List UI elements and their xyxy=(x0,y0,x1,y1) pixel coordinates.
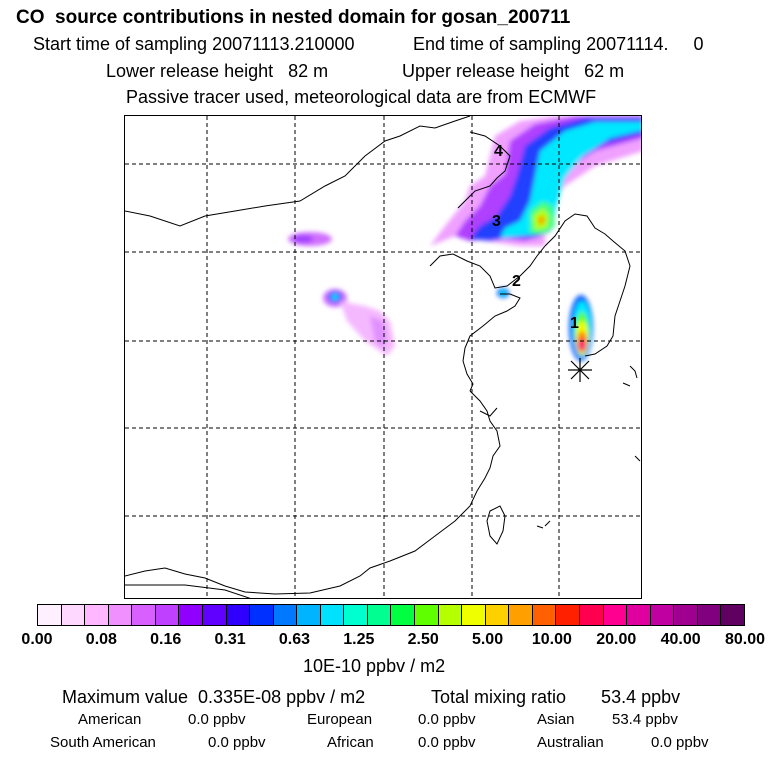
color-scale-cell xyxy=(650,605,675,625)
total-mixing-ratio-label: Total mixing ratio 53.4 ppbv xyxy=(431,687,681,707)
south-american-label: South American xyxy=(50,734,156,751)
map-panel: 1 2 3 4 xyxy=(124,115,642,599)
color-scale-cell xyxy=(391,605,415,625)
african-label: African xyxy=(327,734,374,751)
color-scale-cell xyxy=(509,605,533,625)
grid-lines xyxy=(125,116,641,598)
lower-release-label: Lower release height 82 m xyxy=(106,61,329,81)
asian-value: 53.4 ppbv xyxy=(612,711,678,728)
color-scale-tick-label: 0.31 xyxy=(214,631,246,648)
tracer-note: Passive tracer used, meteorological data… xyxy=(126,87,597,107)
color-scale-cell xyxy=(556,605,580,625)
color-scale-cell xyxy=(603,605,628,625)
african-value: 0.0 ppbv xyxy=(418,734,476,751)
color-scale-cell xyxy=(108,605,133,625)
coastline xyxy=(125,116,641,598)
color-scale-cell xyxy=(674,605,698,625)
color-scale-tick-label: 0.08 xyxy=(85,631,117,648)
point-label-4: 4 xyxy=(494,143,503,160)
point-label-1: 1 xyxy=(570,315,579,332)
american-label: American xyxy=(78,711,142,728)
color-scale-cell xyxy=(532,605,557,625)
page-title: CO source contributions in nested domain… xyxy=(16,7,571,28)
color-scale-cell xyxy=(438,605,463,625)
color-scale-cell xyxy=(721,605,744,625)
color-scale-cell xyxy=(132,605,156,625)
color-scale-cell xyxy=(415,605,439,625)
color-scale-tick-label: 40.00 xyxy=(660,631,701,648)
color-scale-unit: 10E-10 ppbv / m2 xyxy=(303,656,446,676)
color-scale-cell xyxy=(85,605,109,625)
color-scale-tick-label: 80.00 xyxy=(724,631,766,648)
color-scale-cell xyxy=(202,605,227,625)
color-scale-tick-label: 0.16 xyxy=(150,631,182,648)
color-scale-cell xyxy=(226,605,251,625)
color-scale-cell xyxy=(320,605,345,625)
map-svg: 1 2 3 4 xyxy=(125,116,641,598)
australian-value: 0.0 ppbv xyxy=(651,734,709,751)
south-american-value: 0.0 ppbv xyxy=(208,734,266,751)
color-scale-cell xyxy=(344,605,368,625)
color-scale-tick-label: 1.25 xyxy=(343,631,375,648)
end-time-label: End time of sampling 20071114. 0 xyxy=(413,34,704,54)
color-scale-tick-label: 2.50 xyxy=(407,631,439,648)
color-scale-cell xyxy=(155,605,180,625)
european-value: 0.0 ppbv xyxy=(418,711,476,728)
color-scale-cell xyxy=(485,605,510,625)
point-label-3: 3 xyxy=(492,213,501,230)
color-scale-cell xyxy=(462,605,486,625)
color-scale-tick-label: 0.63 xyxy=(278,631,311,648)
color-scale-cell xyxy=(697,605,722,625)
upper-release-label: Upper release height 62 m xyxy=(402,61,625,81)
asian-label: Asian xyxy=(537,711,575,728)
color-scale-cell xyxy=(38,605,62,625)
concentration-plume xyxy=(288,116,641,361)
color-scale-tick-label: 0.00 xyxy=(21,631,53,648)
color-scale-cell xyxy=(297,605,321,625)
color-scale-tick-label: 20.00 xyxy=(596,631,637,648)
point-label-2: 2 xyxy=(512,273,521,290)
max-value-label: Maximum value 0.335E-08 ppbv / m2 xyxy=(62,687,366,707)
asterisk-marker-icon xyxy=(568,358,592,382)
color-scale-tick-label: 10.00 xyxy=(531,631,572,648)
color-scale-cell xyxy=(273,605,298,625)
european-label: European xyxy=(307,711,373,728)
color-scale-cell xyxy=(367,605,392,625)
australian-label: Australian xyxy=(537,734,604,751)
color-scale-tick-label: 5.00 xyxy=(471,631,504,648)
american-value: 0.0 ppbv xyxy=(188,711,246,728)
color-scale-cell xyxy=(179,605,203,625)
color-scale-cell xyxy=(627,605,651,625)
color-scale-cell xyxy=(250,605,274,625)
start-time-label: Start time of sampling 20071113.210000 xyxy=(33,34,355,54)
color-scale-cell xyxy=(61,605,86,625)
color-scale-bar xyxy=(37,604,745,626)
color-scale-cell xyxy=(579,605,604,625)
